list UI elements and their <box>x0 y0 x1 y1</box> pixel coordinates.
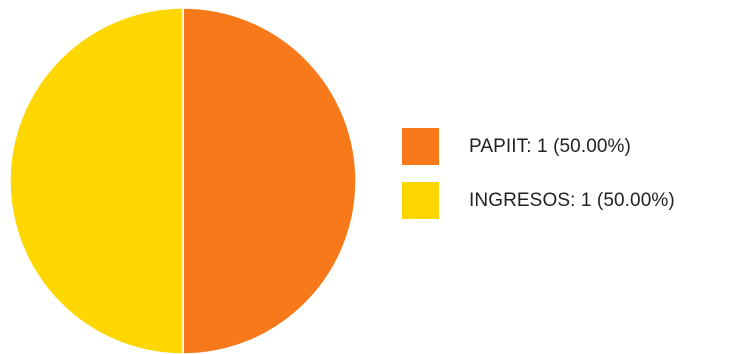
legend-label-ingresos: INGRESOS: 1 (50.00%) <box>469 189 675 211</box>
legend-item-ingresos: INGRESOS: 1 (50.00%) <box>402 182 675 219</box>
legend-item-papiit: PAPIIT: 1 (50.00%) <box>402 128 675 165</box>
legend-swatch-papiit <box>402 128 439 165</box>
pie-slice-papiit <box>182 7 357 354</box>
pie-slice-ingresos <box>9 7 184 354</box>
chart-legend: PAPIIT: 1 (50.00%) INGRESOS: 1 (50.00%) <box>402 128 675 236</box>
pie-slices <box>9 7 357 354</box>
legend-swatch-ingresos <box>402 182 439 219</box>
legend-label-papiit: PAPIIT: 1 (50.00%) <box>469 135 631 157</box>
